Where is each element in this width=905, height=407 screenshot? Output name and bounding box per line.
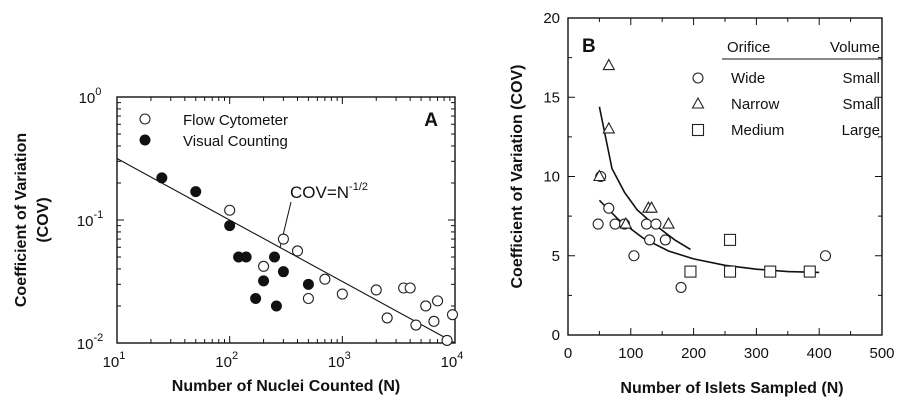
visual-counting-point xyxy=(156,172,168,184)
y-axis-label-line2: (COV) xyxy=(35,197,52,242)
plot-frame xyxy=(567,17,883,336)
visual-counting-point xyxy=(224,220,236,232)
legend-marker-wide xyxy=(692,72,704,84)
y-tick-label: 5 xyxy=(552,248,560,265)
legend-label-visual-counting: Visual Counting xyxy=(183,133,288,150)
flow-cytometer-point xyxy=(336,288,348,300)
flow-cytometer-point xyxy=(446,309,459,321)
medium-point xyxy=(723,265,737,278)
x-tick-label: 500 xyxy=(869,345,894,362)
wide-point xyxy=(659,234,671,246)
y-tick-label: 15 xyxy=(543,89,560,106)
visual-counting-point xyxy=(240,251,252,263)
y-tick-label: 100 xyxy=(79,86,102,107)
flow-cytometer-point xyxy=(224,204,236,216)
x-tick-label: 400 xyxy=(807,345,832,362)
fit-line xyxy=(116,158,456,344)
legend-volume-narrow: Small xyxy=(842,96,880,113)
narrow-point xyxy=(662,216,675,229)
visual-counting-point xyxy=(269,251,281,263)
fit-annotation: COV=N-1/2 xyxy=(290,181,368,202)
legend-orifice-wide: Wide xyxy=(731,70,765,87)
legend-volume-wide: Small xyxy=(842,70,880,87)
x-tick-label: 104 xyxy=(441,350,464,371)
visual-counting-point xyxy=(277,266,289,278)
y-tick-label: 10 xyxy=(543,169,560,186)
flow-cytometer-point xyxy=(277,233,289,245)
x-tick-label: 102 xyxy=(215,350,238,371)
x-axis-label: Number of Nuclei Counted (N) xyxy=(172,378,400,395)
medium-point xyxy=(764,265,777,278)
narrow-point xyxy=(592,169,606,182)
x-axis-label: Number of Islets Sampled (N) xyxy=(620,380,843,397)
wide-point xyxy=(644,234,656,246)
panel-a: 101 102 103 104 10-2 10-1 100 Number of Nuclei … xyxy=(13,86,463,395)
narrow-point xyxy=(602,121,616,134)
wide-point xyxy=(628,250,640,262)
y-tick-label: 10-1 xyxy=(77,209,103,230)
legend-orifice-medium: Medium xyxy=(731,122,784,139)
panel-b: 0 100 200 300 400 500 0 5 10 15 20 Number of Islets… xyxy=(509,10,895,397)
flow-cytometer-point xyxy=(381,312,393,324)
panel-label-b: B xyxy=(582,36,596,57)
medium-point xyxy=(723,233,737,246)
visual-counting-point xyxy=(258,275,270,287)
flow-cytometer-point xyxy=(431,295,444,307)
y-tick-label: 10-2 xyxy=(77,332,103,353)
y-axis-label-line1: Coefficient of Variation xyxy=(13,133,30,307)
y-tick-label: 0 xyxy=(552,327,560,344)
wide-point xyxy=(650,218,662,230)
flow-cytometer-point xyxy=(258,260,270,272)
visual-counting-point xyxy=(302,278,314,290)
wide-point xyxy=(640,218,653,230)
flow-cytometer-point xyxy=(420,300,432,312)
flow-cytometer-point xyxy=(428,315,440,327)
x-tick-label: 200 xyxy=(681,345,706,362)
legend-volume-medium: Large xyxy=(842,122,880,139)
x-tick-label: 300 xyxy=(744,345,769,362)
visual-counting-point xyxy=(190,186,202,198)
x-tick-label: 103 xyxy=(328,350,351,371)
legend-orifice-narrow: Narrow xyxy=(731,96,780,113)
medium-point xyxy=(803,265,816,278)
wide-point xyxy=(609,218,621,230)
fit-curve-2 xyxy=(598,199,820,274)
y-tick-label: 20 xyxy=(543,10,560,27)
flow-cytometer-point xyxy=(404,282,416,294)
legend-marker-flow-cytometer xyxy=(139,113,151,125)
wide-point xyxy=(819,250,832,262)
wide-point xyxy=(603,202,615,214)
fit-curve-1 xyxy=(598,106,691,251)
x-tick-label: 101 xyxy=(103,350,126,371)
legend-header-orifice: Orifice xyxy=(727,39,770,56)
narrow-point xyxy=(602,58,616,71)
legend-marker-visual-counting xyxy=(139,134,151,146)
flow-cytometer-point xyxy=(319,273,331,285)
medium-point xyxy=(684,265,697,278)
x-tick-label: 0 xyxy=(564,345,572,362)
panel-label-a: A xyxy=(424,110,438,131)
flow-cytometer-point xyxy=(410,319,422,331)
flow-cytometer-point xyxy=(302,292,314,305)
visual-counting-point xyxy=(250,293,262,305)
legend-header-volume: Volume xyxy=(830,39,880,56)
wide-point xyxy=(592,218,604,230)
legend-marker-narrow xyxy=(691,96,705,109)
wide-point xyxy=(675,281,687,294)
flow-cytometer-point xyxy=(370,284,382,296)
flow-cytometer-point xyxy=(291,245,304,257)
narrow-point xyxy=(619,216,633,229)
narrow-point xyxy=(645,201,658,213)
legend-marker-medium xyxy=(691,123,705,137)
x-tick-label: 100 xyxy=(618,345,643,362)
y-axis-label: Coefficient of Variation (COV) xyxy=(509,64,526,288)
visual-counting-point xyxy=(270,300,282,312)
flow-cytometer-point xyxy=(441,334,453,346)
legend-label-flow-cytometer: Flow Cytometer xyxy=(183,112,288,129)
